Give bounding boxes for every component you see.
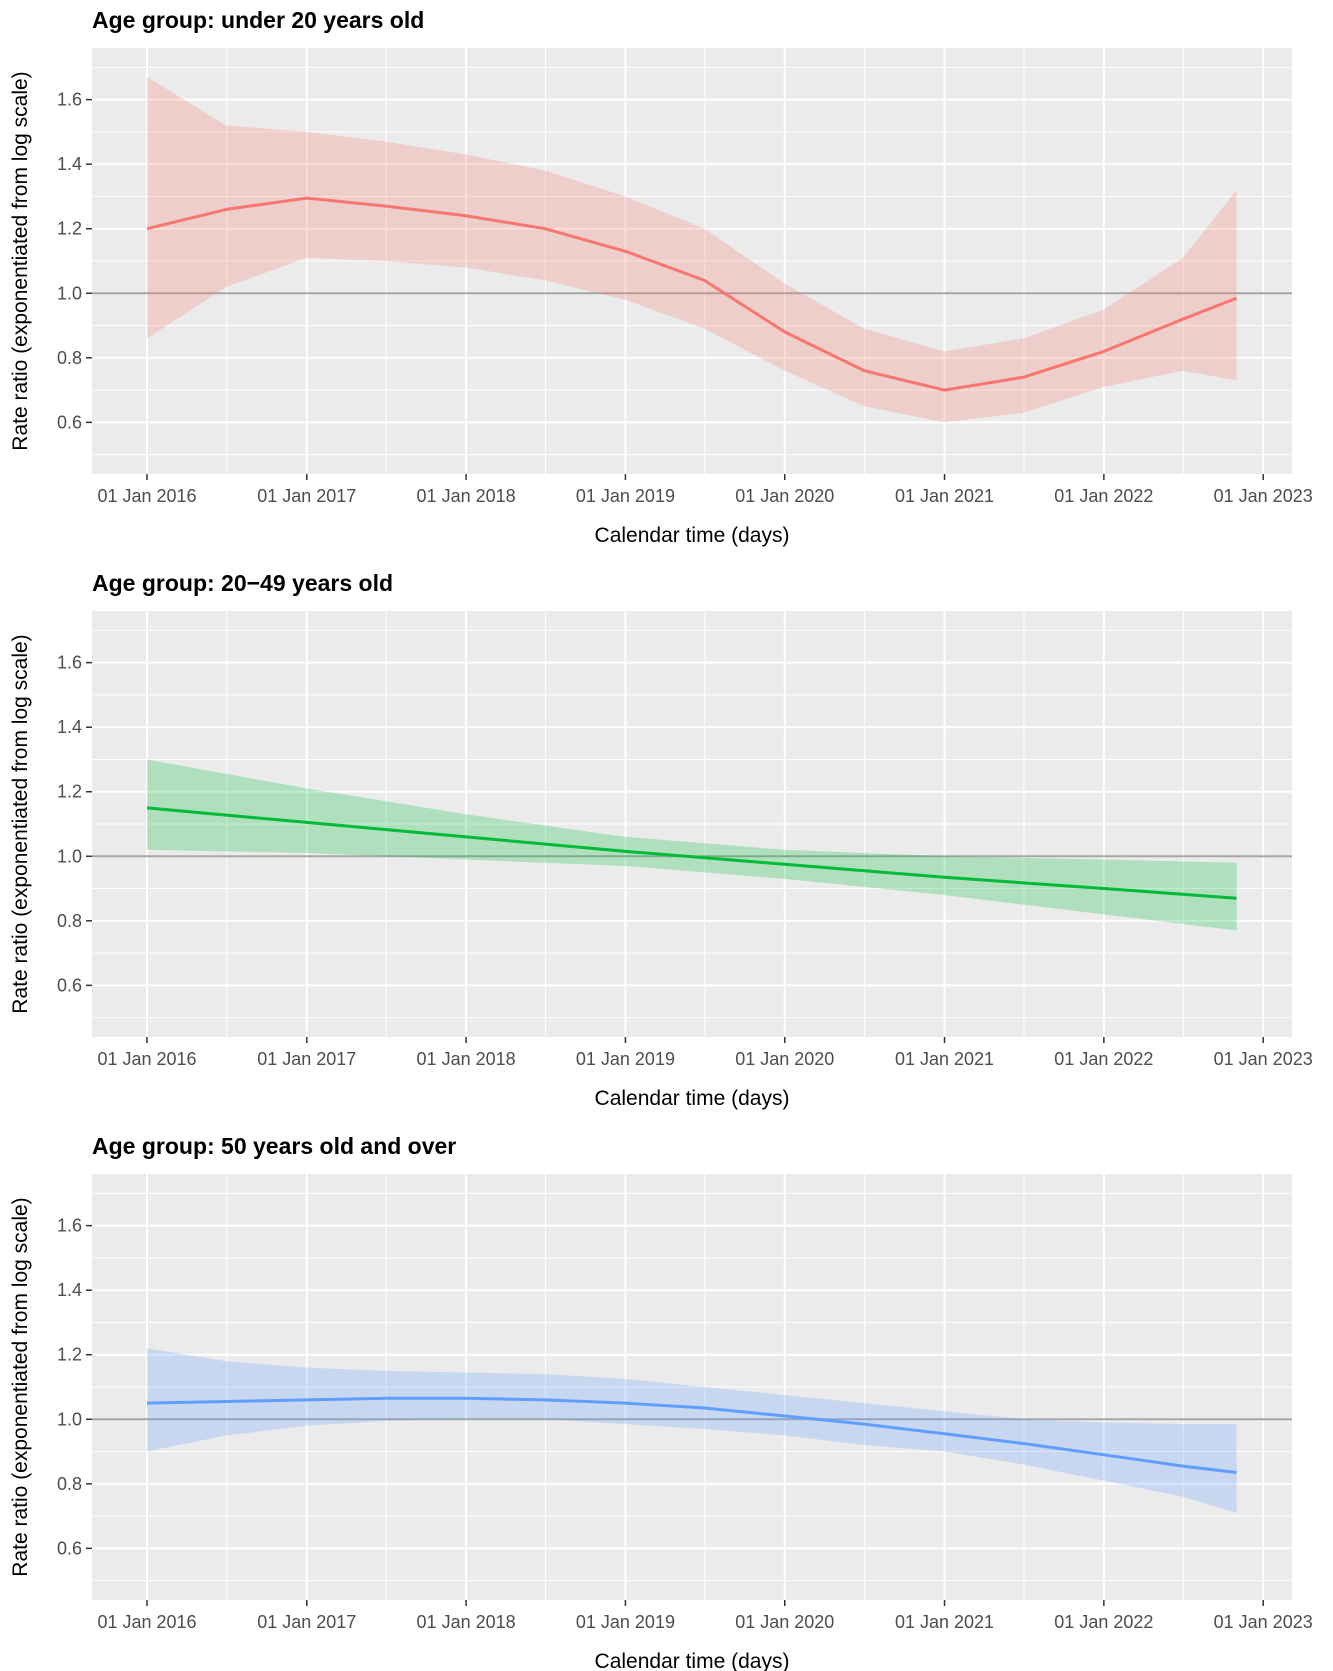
- x-tick-label: 01 Jan 2023: [1214, 1612, 1313, 1632]
- x-tick-label: 01 Jan 2020: [735, 1049, 834, 1069]
- x-tick-label: 01 Jan 2023: [1214, 486, 1313, 506]
- y-tick-label: 1.4: [57, 154, 82, 174]
- y-tick-label: 1.0: [57, 1409, 82, 1429]
- estimate-line: [146, 196, 1238, 392]
- y-axis-label: Rate ratio (exponentiated from log scale…: [9, 634, 32, 1013]
- y-tick-label: 1.2: [57, 1345, 82, 1365]
- x-tick-label: 01 Jan 2022: [1054, 1612, 1153, 1632]
- y-axis-label: Rate ratio (exponentiated from log scale…: [9, 1197, 32, 1576]
- y-tick-label: 0.8: [57, 348, 82, 368]
- x-tick-label: 01 Jan 2016: [97, 1049, 196, 1069]
- chart-panel-3: Age group: 50 years old and over 0.6 0.8 1.…: [9, 1133, 1313, 1671]
- x-tick-label: 01 Jan 2023: [1214, 1049, 1313, 1069]
- y-tick-label: 1.0: [57, 846, 82, 866]
- y-tick-label: 1.6: [57, 90, 82, 110]
- x-tick-label: 01 Jan 2019: [576, 486, 675, 506]
- y-tick-label: 1.0: [57, 283, 82, 303]
- panel-title: Age group: under 20 years old: [92, 7, 424, 33]
- x-tick-label: 01 Jan 2017: [257, 1612, 356, 1632]
- confidence-band: [147, 1348, 1237, 1513]
- x-tick-label: 01 Jan 2021: [895, 486, 994, 506]
- x-tick-label: 01 Jan 2020: [735, 1612, 834, 1632]
- x-tick-label: 01 Jan 2022: [1054, 486, 1153, 506]
- confidence-band: [147, 77, 1237, 423]
- estimate-line: [146, 806, 1237, 900]
- y-tick-label: 1.2: [57, 782, 82, 802]
- x-tick-label: 01 Jan 2018: [417, 1612, 516, 1632]
- confidence-band: [147, 759, 1237, 931]
- y-tick-label: 1.4: [57, 1280, 82, 1300]
- y-tick-label: 1.4: [57, 717, 82, 737]
- y-tick-label: 0.8: [57, 911, 82, 931]
- x-tick-label: 01 Jan 2020: [735, 486, 834, 506]
- x-tick-label: 01 Jan 2017: [257, 1049, 356, 1069]
- x-tick-label: 01 Jan 2016: [97, 486, 196, 506]
- x-tick-label: 01 Jan 2019: [576, 1049, 675, 1069]
- y-tick-label: 1.2: [57, 219, 82, 239]
- chart-panel-1: Age group: under 20 years old 0.6 0.8 1.0 1.…: [9, 7, 1313, 547]
- x-tick-label: 01 Jan 2018: [417, 486, 516, 506]
- x-tick-label: 01 Jan 2017: [257, 486, 356, 506]
- x-tick-label: 01 Jan 2018: [417, 1049, 516, 1069]
- panel-title: Age group: 20−49 years old: [92, 570, 393, 596]
- x-tick-label: 01 Jan 2021: [895, 1049, 994, 1069]
- x-axis-label: Calendar time (days): [595, 1650, 790, 1671]
- panel-title: Age group: 50 years old and over: [92, 1133, 456, 1159]
- y-axis-label: Rate ratio (exponentiated from log scale…: [9, 71, 32, 450]
- y-tick-label: 0.8: [57, 1474, 82, 1494]
- y-tick-label: 0.6: [57, 975, 82, 995]
- x-tick-label: 01 Jan 2019: [576, 1612, 675, 1632]
- y-tick-label: 0.6: [57, 1538, 82, 1558]
- x-axis-label: Calendar time (days): [595, 1087, 790, 1110]
- x-tick-label: 01 Jan 2016: [97, 1612, 196, 1632]
- estimate-line: [146, 1396, 1237, 1474]
- x-tick-label: 01 Jan 2021: [895, 1612, 994, 1632]
- y-tick-label: 1.6: [57, 653, 82, 673]
- chart-panel-2: Age group: 20−49 years old 0.6 0.8 1.0 1.2 1.…: [9, 570, 1313, 1110]
- y-tick-label: 1.6: [57, 1216, 82, 1236]
- x-tick-label: 01 Jan 2022: [1054, 1049, 1153, 1069]
- x-axis-label: Calendar time (days): [595, 524, 790, 547]
- y-tick-label: 0.6: [57, 412, 82, 432]
